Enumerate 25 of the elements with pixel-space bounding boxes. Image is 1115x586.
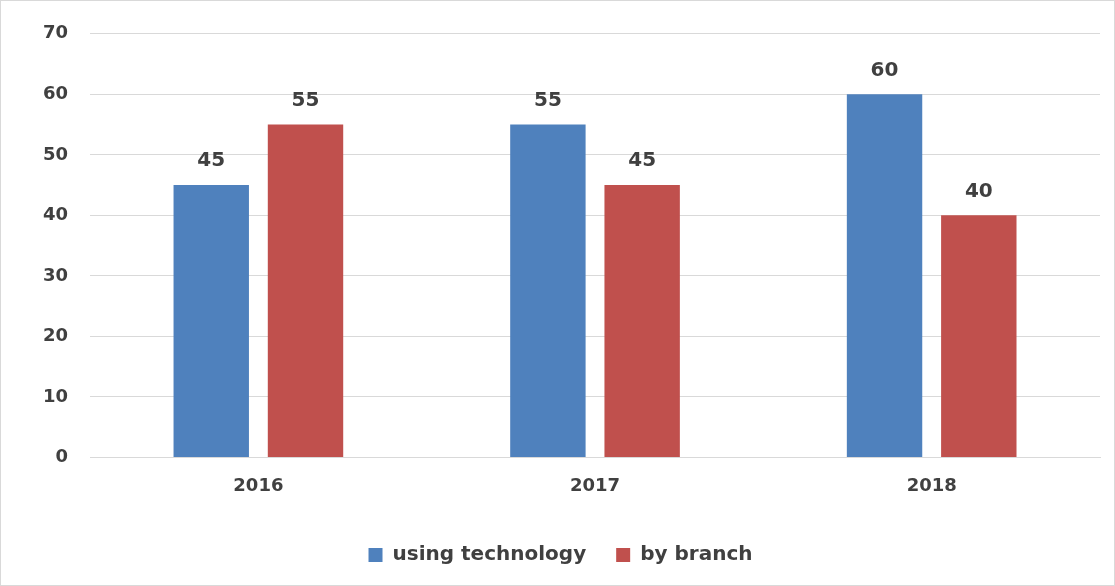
y-tick-label: 50	[42, 142, 69, 164]
y-tick-label: 0	[55, 445, 69, 467]
data-label: 45	[628, 147, 657, 172]
y-tick-label: 10	[42, 384, 69, 406]
bar	[604, 185, 680, 457]
bar	[510, 124, 586, 457]
data-label: 55	[291, 86, 320, 111]
y-tick-label: 20	[42, 324, 69, 346]
bar	[846, 94, 923, 457]
x-tick-label: 2018	[906, 473, 957, 495]
legend-label: by branch	[640, 541, 753, 566]
data-label: 55	[533, 86, 562, 111]
x-tick-label: 2017	[569, 473, 621, 495]
data-label: 40	[964, 177, 993, 202]
x-tick-label: 2016	[233, 473, 284, 495]
bar	[173, 185, 249, 457]
data-label: 45	[197, 147, 226, 172]
y-tick-label: 70	[42, 21, 69, 43]
y-tick-label: 60	[42, 81, 69, 103]
bar	[267, 124, 344, 457]
y-tick-label: 40	[42, 203, 69, 225]
data-label: 60	[870, 56, 899, 81]
bar	[941, 215, 1017, 457]
y-tick-label: 30	[42, 263, 69, 285]
legend-label: using technology	[392, 541, 587, 566]
